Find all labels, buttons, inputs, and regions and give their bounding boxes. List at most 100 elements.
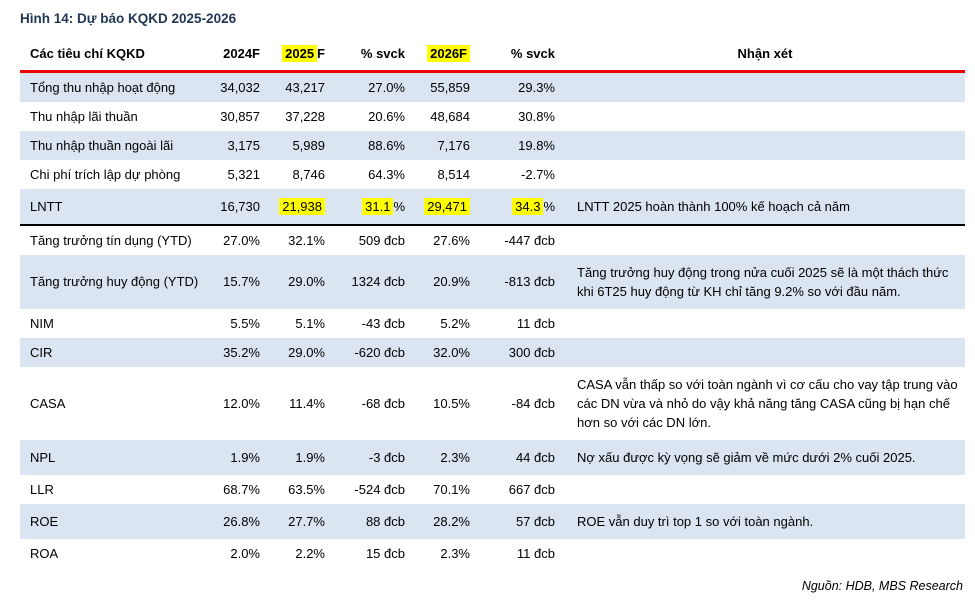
cell-y2025: 2.2%	[295, 545, 325, 561]
cell-svck2: -813 đcb	[504, 274, 555, 289]
header-highlight: 2025	[282, 44, 318, 62]
table-row: ROE 26.8% 27.7% 88 đcb 28.2% 57 đcb ROE vẫn du…	[20, 503, 965, 539]
cell-note	[565, 71, 965, 102]
column-header-y2026: 2026F	[415, 41, 480, 71]
cell-svck2: 34.3%	[480, 188, 565, 226]
table-row: CASA 12.0% 11.4% -68 đcb 10.5% -84 đcb CASA vẫ…	[20, 367, 965, 440]
cell-note: CASA vẫn thấp so với toàn ngành vì cơ cấ…	[577, 376, 958, 430]
cell-note: LNTT 2025 hoàn thành 100% kế hoạch cả nă…	[565, 188, 965, 226]
cell-y2026: 8,514	[437, 166, 470, 182]
cell-y2025: 27.7%	[288, 513, 325, 529]
cell-y2024: 26.8%	[223, 513, 260, 529]
cell-y2025: 21,938	[270, 188, 335, 226]
column-header-label: Các tiêu chí KQKD	[30, 45, 145, 61]
table-row: Tăng trưởng huy động (YTD) 15.7% 29.0% 1324…	[20, 254, 965, 309]
cell-y2026: 55,859	[430, 79, 470, 95]
cell-label: Tăng trưởng huy động (YTD)	[30, 274, 199, 289]
cell-y2024: 68.7%	[223, 481, 260, 497]
cell-svck2: 29.3%	[518, 79, 555, 95]
cell-y2024: 12.0%	[223, 395, 260, 411]
cell-y2025: 29.0%	[288, 274, 325, 289]
cell-svck1: 509 đcb	[358, 232, 405, 248]
table-row: Thu nhập thuần ngoài lãi 3,175 5,989 88.6% 7…	[20, 130, 965, 160]
source-note: Nguồn: HDB, MBS Research	[801, 579, 963, 593]
cell-label: Tổng thu nhập hoạt động	[30, 79, 176, 95]
cell-svck1: -524 đcb	[354, 481, 405, 497]
cell-note	[565, 309, 965, 338]
cell-svck2: 667 đcb	[508, 481, 555, 497]
cell-svck1: 20.6%	[368, 108, 405, 124]
cell-svck1: 88 đcb	[365, 513, 405, 529]
cell-y2026: 2.3%	[440, 449, 470, 465]
cell-y2024: 30,857	[220, 108, 260, 124]
cell-label: LLR	[30, 481, 54, 497]
cell-label: CIR	[30, 344, 53, 360]
cell-y2025: 8,746	[292, 166, 325, 182]
cell-note: ROE vẫn duy trì top 1 so với toàn ngành.	[577, 513, 814, 529]
cell-note: Nợ xấu được kỳ vọng sẽ giảm về mức dưới …	[577, 449, 916, 465]
table-row: NPL 1.9% 1.9% -3 đcb 2.3% 44 đcb Nợ xấu được k…	[20, 439, 965, 475]
cell-svck2: -84 đcb	[511, 395, 555, 411]
cell-y2024: 16,730	[195, 188, 270, 226]
table-row: Tăng trưởng tín dụng (YTD) 27.0% 32.1% 509 …	[20, 225, 965, 255]
header-row: Các tiêu chí KQKD 2024F 2025 F % svck 2026F % …	[20, 41, 965, 71]
cell-y2024: 35.2%	[223, 344, 260, 360]
cell-label: ROE	[30, 513, 59, 529]
cell-note	[565, 225, 965, 255]
cell-y2026: 2.3%	[440, 545, 470, 561]
cell-svck2: 11 đcb	[516, 315, 555, 331]
cell-y2026: 20.9%	[433, 274, 470, 289]
cell-note	[565, 131, 965, 160]
cell-note	[565, 539, 965, 568]
cell-y2024: 5,321	[227, 166, 260, 182]
cell-y2026: 10.5%	[433, 395, 470, 411]
cell-svck2: 300 đcb	[508, 344, 555, 360]
column-header-svck1: % svck	[360, 45, 405, 61]
cell-y2026: 7,176	[437, 137, 470, 153]
cell-label: Chi phí trích lập dự phòng	[30, 166, 181, 182]
cell-svck1: -43 đcb	[361, 315, 405, 331]
cell-svck1: -620 đcb	[354, 344, 405, 360]
cell-y2026: 48,684	[430, 108, 470, 124]
cell-y2024: 1.9%	[230, 449, 260, 465]
cell-svck2: 11 đcb	[516, 545, 555, 561]
cell-note: Tăng trưởng huy động trong nửa cuối 2025…	[577, 264, 949, 299]
cell-y2024: 34,032	[220, 79, 260, 95]
cell-label: Thu nhập thuần ngoài lãi	[30, 137, 174, 153]
column-header-svck2: % svck	[510, 45, 555, 61]
table-row: Chi phí trích lập dự phòng 5,321 8,746 64.3…	[20, 160, 965, 189]
value-highlight: 34.3	[512, 197, 544, 215]
cell-svck2: 19.8%	[518, 137, 555, 153]
cell-y2025: 63.5%	[288, 481, 325, 497]
cell-y2026: 29,471	[415, 188, 480, 226]
cell-svck2: -447 đcb	[504, 232, 555, 248]
cell-svck1: -3 đcb	[368, 449, 405, 465]
cell-svck1: 88.6%	[368, 137, 405, 153]
column-header-y2025: 2025 F	[270, 41, 335, 71]
forecast-table: Các tiêu chí KQKD 2024F 2025 F % svck 2026F % …	[20, 41, 965, 568]
cell-note	[565, 475, 965, 504]
column-header-y2024: 2024F	[223, 45, 260, 61]
header-highlight: 2026F	[427, 44, 470, 62]
cell-y2024: 3,175	[227, 137, 260, 153]
figure-title: Hình 14: Dự báo KQKD 2025-2026	[20, 11, 237, 26]
cell-svck1: 1324 đcb	[351, 274, 406, 289]
cell-svck2: 57 đcb	[515, 513, 555, 529]
cell-y2024: 2.0%	[230, 545, 260, 561]
cell-y2026: 28.2%	[433, 513, 470, 529]
cell-label: Tăng trưởng tín dụng (YTD)	[30, 232, 192, 248]
cell-y2024: 15.7%	[223, 274, 260, 289]
table-row: LNTT 16,730 21,938 31.1% 29,471 34.3% LNTT 202…	[20, 188, 965, 226]
table-row: CIR 35.2% 29.0% -620 đcb 32.0% 300 đcb	[20, 337, 965, 367]
table-header: Các tiêu chí KQKD 2024F 2025 F % svck 2026F % …	[20, 41, 965, 71]
cell-label: ROA	[30, 545, 59, 561]
cell-note	[565, 160, 965, 189]
cell-note	[565, 338, 965, 367]
cell-svck1: 27.0%	[368, 79, 405, 95]
cell-y2025: 29.0%	[288, 344, 325, 360]
cell-label: Thu nhập lãi thuần	[30, 108, 138, 124]
cell-y2026: 32.0%	[433, 344, 470, 360]
cell-svck1: -68 đcb	[361, 395, 405, 411]
cell-svck1: 64.3%	[368, 166, 405, 182]
